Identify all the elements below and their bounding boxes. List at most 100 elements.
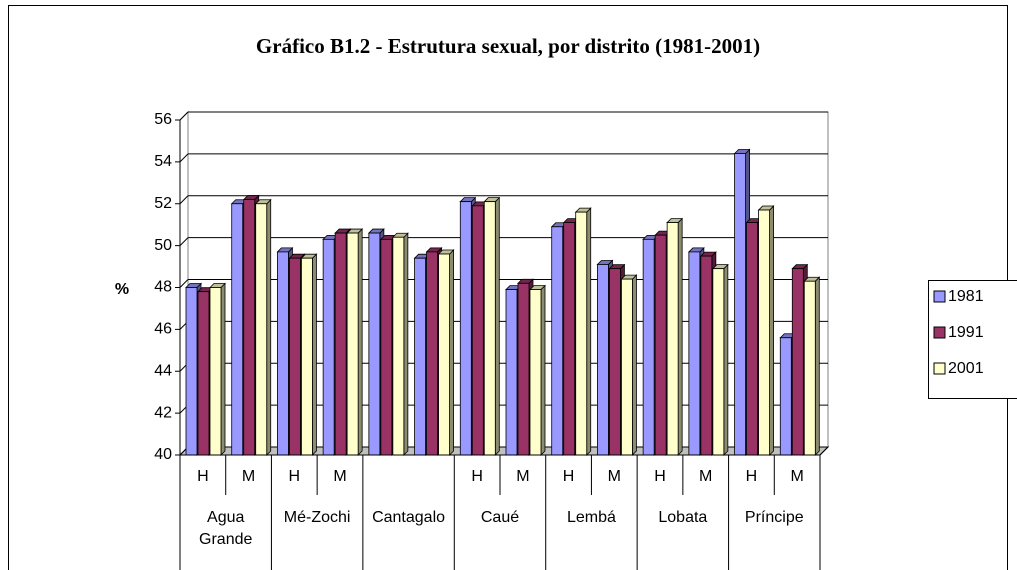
- bar-side: [312, 253, 317, 456]
- y-axis-label: %: [115, 281, 129, 298]
- bar: [529, 289, 542, 456]
- bar: [459, 201, 472, 456]
- bar-side: [814, 276, 820, 456]
- bar-side: [677, 217, 683, 456]
- bar: [597, 264, 609, 456]
- bar-side: [494, 196, 500, 456]
- bar: [779, 337, 792, 456]
- bar: [746, 222, 758, 456]
- bar-side: [586, 207, 592, 456]
- bar: [471, 205, 484, 456]
- bar-side: [403, 232, 409, 456]
- bar: [734, 153, 746, 456]
- bar: [426, 251, 438, 456]
- bar: [197, 291, 210, 456]
- bar: [642, 238, 655, 456]
- bar: [392, 236, 405, 456]
- x-tick-label: M: [333, 468, 346, 485]
- bar: [505, 289, 518, 456]
- y-tick-label: 52: [154, 195, 172, 212]
- bar: [255, 203, 268, 456]
- group-label: Príncipe: [744, 509, 804, 526]
- x-tick-label: H: [746, 468, 758, 485]
- y-tick-label: 42: [154, 404, 172, 421]
- x-tick-label: H: [654, 468, 666, 485]
- legend-swatch: [933, 326, 946, 339]
- x-tick-label: H: [197, 468, 209, 485]
- x-tick-label: M: [790, 468, 803, 485]
- x-tick-label: H: [471, 468, 483, 485]
- y-tick-label: 50: [154, 237, 172, 254]
- x-tick-label: M: [608, 468, 621, 485]
- y-tick-label: 40: [154, 446, 172, 463]
- x-tick-label: M: [242, 468, 255, 485]
- floor-right: [819, 446, 829, 456]
- grid-line-side: [179, 153, 189, 163]
- chart-title: Gráfico B1.2 - Estrutura sexual, por dis…: [256, 34, 760, 58]
- bar: [185, 287, 198, 456]
- bar: [322, 238, 335, 456]
- bar-side: [540, 284, 546, 456]
- legend-label: 2001: [948, 360, 984, 377]
- x-tick-label: M: [516, 468, 529, 485]
- group-label: Cantagalo: [372, 509, 446, 526]
- x-tick-label: M: [699, 468, 712, 485]
- bar-side: [723, 263, 729, 456]
- bar: [712, 268, 725, 456]
- bar: [575, 211, 588, 456]
- bar: [277, 251, 289, 456]
- bar: [483, 201, 496, 456]
- group-label: Lembá: [566, 509, 616, 526]
- bar-side: [220, 282, 226, 456]
- bar: [438, 253, 450, 456]
- y-tick-label: 54: [154, 153, 172, 170]
- bar: [621, 278, 633, 456]
- bar: [609, 268, 621, 456]
- bar: [414, 257, 426, 456]
- y-tick-label: 46: [154, 321, 172, 338]
- bar: [346, 232, 359, 456]
- bar: [243, 199, 256, 456]
- legend-label: 1981: [948, 288, 984, 305]
- y-tick-label: 56: [154, 111, 172, 128]
- bar-side: [266, 198, 272, 456]
- bar: [654, 234, 667, 456]
- bar: [368, 232, 381, 456]
- bar: [301, 257, 313, 456]
- x-tick-label: H: [563, 468, 575, 485]
- bar: [758, 209, 770, 456]
- bar: [209, 287, 222, 456]
- bar-side: [357, 228, 363, 456]
- group-label: Caué: [480, 509, 520, 526]
- legend-swatch: [933, 290, 946, 303]
- group-label: Lobata: [658, 509, 708, 526]
- bar: [334, 232, 347, 456]
- grid-line-side: [179, 111, 189, 121]
- bar: [517, 282, 530, 456]
- bar: [231, 203, 244, 456]
- bar-side: [449, 249, 454, 456]
- bar: [551, 226, 564, 456]
- x-tick-label: H: [289, 468, 301, 485]
- bar: [666, 222, 679, 456]
- legend-label: 1991: [948, 324, 984, 341]
- grid-line-side: [179, 237, 189, 246]
- y-tick-label: 44: [154, 362, 172, 379]
- bar: [380, 238, 393, 456]
- bar: [563, 222, 576, 456]
- group-label: Agua Grande: [199, 509, 253, 548]
- bar: [791, 268, 804, 456]
- bar: [803, 280, 816, 456]
- legend-swatch: [933, 362, 946, 375]
- bar: [688, 251, 701, 456]
- group-label: Mé-Zochi: [283, 509, 351, 526]
- bar-side: [632, 274, 637, 456]
- bar: [289, 257, 301, 456]
- bar-side: [769, 205, 774, 456]
- grid-line-side: [179, 195, 189, 205]
- bar: [700, 255, 713, 456]
- y-tick-label: 48: [154, 279, 172, 296]
- grid-line-side: [179, 279, 189, 288]
